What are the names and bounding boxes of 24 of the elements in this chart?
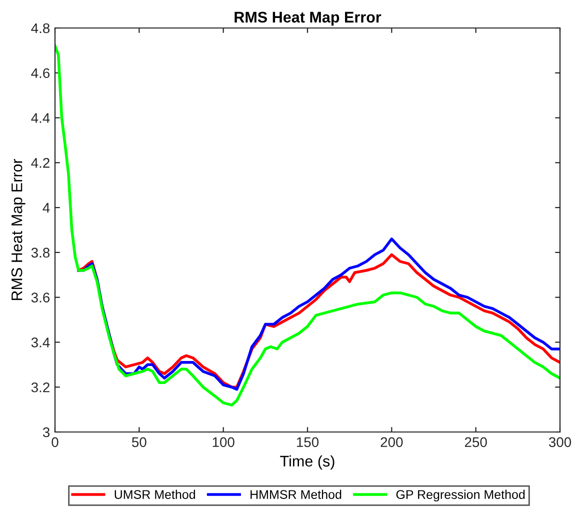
x-tick-label: 50 [132,437,146,448]
y-tick-label: 3.8 [31,248,50,258]
chart-title: RMS Heat Map Error [234,12,382,26]
x-tick-label: 300 [548,437,572,448]
x-tick-label: 200 [380,437,403,448]
y-axis-title: RMS Heat Map Error [11,158,26,300]
legend-label: GP Regression Method [396,490,525,502]
x-tick-label: 150 [296,437,319,448]
y-tick-label: 4.8 [31,23,50,34]
x-tick-label: 100 [212,437,234,448]
x-axis-title: Time (s) [280,455,334,470]
y-tick-label: 3.4 [31,338,50,348]
y-tick-label: 4 [42,203,50,213]
y-tick-label: 4.4 [31,113,50,123]
legend-label: HMMSR Method [250,490,342,499]
y-tick-label: 3.6 [31,292,50,303]
x-tick-label: 250 [464,437,487,448]
y-tick-label: 4.6 [31,68,50,78]
x-tick-label: 0 [52,437,58,448]
legend-label: UMSR Method [114,490,196,499]
line-series [55,44,560,406]
y-tick-label: 3.2 [31,382,50,392]
y-tick-label: 3 [42,427,50,438]
y-tick-label: 4.2 [31,158,50,168]
